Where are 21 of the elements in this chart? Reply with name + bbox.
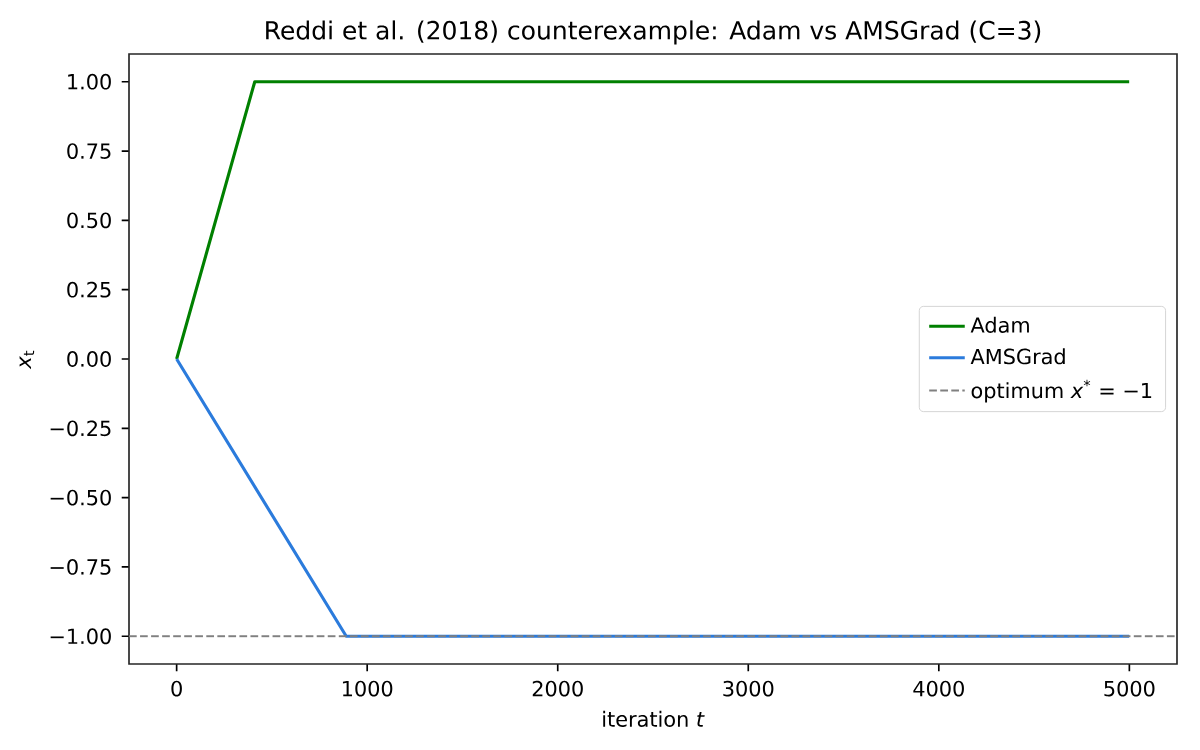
x-tick-label: 4000 <box>913 680 964 697</box>
y-tick-label: 0.75 <box>67 143 111 159</box>
chart-title: Reddi et al. (2018) counterexample: Adam vs AMSGrad (C=3) <box>266 20 1041 45</box>
x-tick-label: 3000 <box>723 680 774 697</box>
x-axis-title: iteration t <box>603 710 705 727</box>
y-tick-label: −0.50 <box>50 489 111 506</box>
y-tick-label: 0.00 <box>67 351 111 367</box>
y-tick-label: −1.00 <box>50 628 111 645</box>
legend-label: Adam <box>970 316 1029 333</box>
x-tick-label: 5000 <box>1104 680 1155 697</box>
y-tick-label: 1.00 <box>68 73 111 90</box>
legend-label: AMSGrad <box>970 348 1065 365</box>
y-axis-title: x$_{t}$ <box>19 350 35 370</box>
x-tick-label: 1000 <box>342 680 393 697</box>
y-tick-label: 0.50 <box>67 212 111 229</box>
legend-label: optimum x$^{*}$ = −1 <box>971 379 1152 403</box>
x-tick-label: 2000 <box>532 680 583 697</box>
x-tick-label: 0 <box>171 680 182 697</box>
y-tick-label: −0.75 <box>50 559 111 575</box>
y-tick-label: −0.25 <box>50 420 111 437</box>
y-tick-label: 0.25 <box>67 281 111 298</box>
